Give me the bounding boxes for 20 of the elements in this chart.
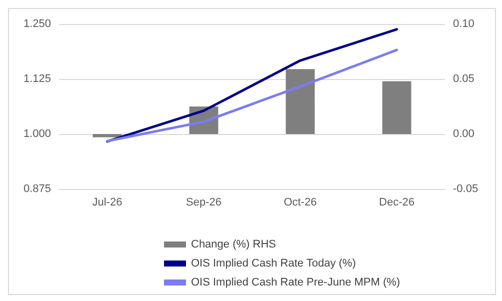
y-tick-label: 1.125 [23, 73, 51, 85]
legend-label: OIS Implied Cash Rate Pre-June MPM (%) [191, 276, 400, 288]
y2-tick-label: 0.05 [453, 73, 474, 85]
x-tick-label: Oct-26 [284, 196, 317, 208]
y-tick-label: 1.000 [23, 128, 51, 140]
y2-tick-label: -0.05 [453, 183, 478, 195]
legend-label: OIS Implied Cash Rate Today (%) [191, 258, 356, 270]
x-tick-label: Jul-26 [92, 196, 122, 208]
bar [92, 134, 122, 138]
line-series [106, 48, 398, 142]
y-tick-label: 1.250 [23, 18, 51, 30]
legend-label: Change (%) RHS [191, 238, 276, 250]
bar [286, 69, 315, 134]
y2-tick-label: 0.10 [453, 18, 474, 30]
y-tick-label: 0.875 [23, 183, 51, 195]
line-series [106, 28, 398, 143]
x-tick-label: Dec-26 [379, 196, 414, 208]
bar [382, 81, 412, 134]
x-tick-label: Sep-26 [186, 196, 222, 208]
y2-tick-label: 0.00 [453, 128, 474, 140]
